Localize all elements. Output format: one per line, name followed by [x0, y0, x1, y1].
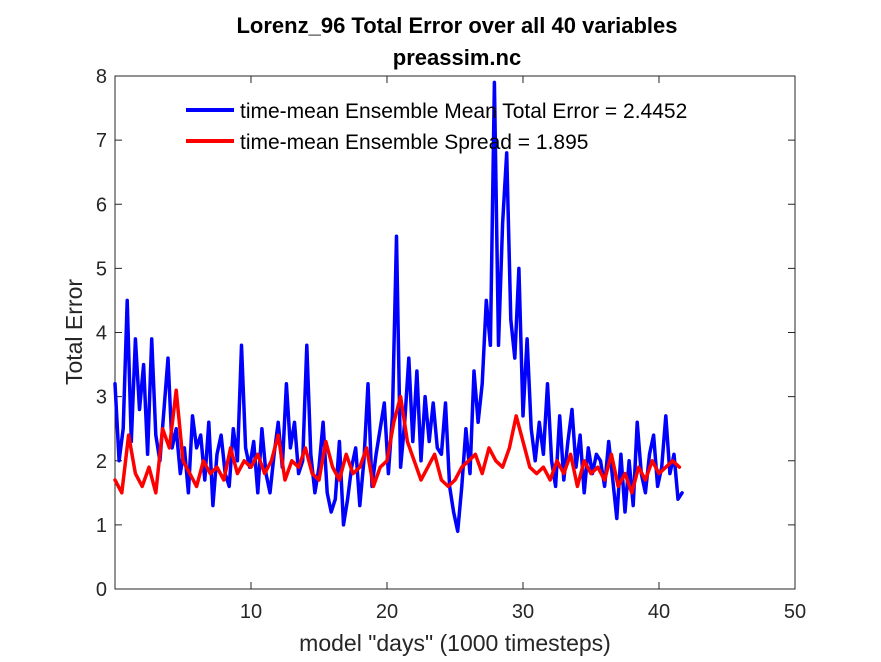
series-line-0 — [113, 80, 684, 534]
x-tick-label: 50 — [784, 601, 806, 623]
legend: time-mean Ensemble Mean Total Error = 2.… — [186, 100, 687, 154]
x-tick-label: 30 — [512, 601, 534, 623]
x-tick-label: 40 — [648, 601, 670, 623]
chart-subtitle: preassim.nc — [393, 45, 521, 70]
x-tick-label: 20 — [376, 601, 398, 623]
y-tick-label: 6 — [96, 194, 107, 216]
y-tick-label: 3 — [96, 387, 107, 409]
chart-title: Lorenz_96 Total Error over all 40 variab… — [236, 13, 677, 38]
y-tick-label: 0 — [96, 579, 107, 601]
y-tick-label: 2 — [96, 451, 107, 473]
y-tick-label: 5 — [96, 258, 107, 280]
plot-area — [114, 75, 796, 590]
y-tick-label: 7 — [96, 130, 107, 152]
series-layer — [113, 80, 684, 534]
y-axis-ticks: 0 1 2 3 4 5 6 7 8 — [96, 66, 795, 601]
series-line-1 — [113, 388, 682, 495]
x-axis-label: model "days" (1000 timesteps) — [299, 630, 611, 656]
y-tick-label: 4 — [96, 323, 107, 345]
x-tick-label: 10 — [240, 601, 262, 623]
y-axis-label: Total Error — [61, 279, 87, 385]
y-tick-label: 1 — [96, 515, 107, 537]
y-tick-label: 8 — [96, 66, 107, 88]
x-axis-ticks: 10 20 30 40 50 — [240, 76, 806, 623]
legend-label-0: time-mean Ensemble Mean Total Error = 2.… — [240, 100, 687, 123]
legend-label-1: time-mean Ensemble Spread = 1.895 — [240, 131, 588, 154]
